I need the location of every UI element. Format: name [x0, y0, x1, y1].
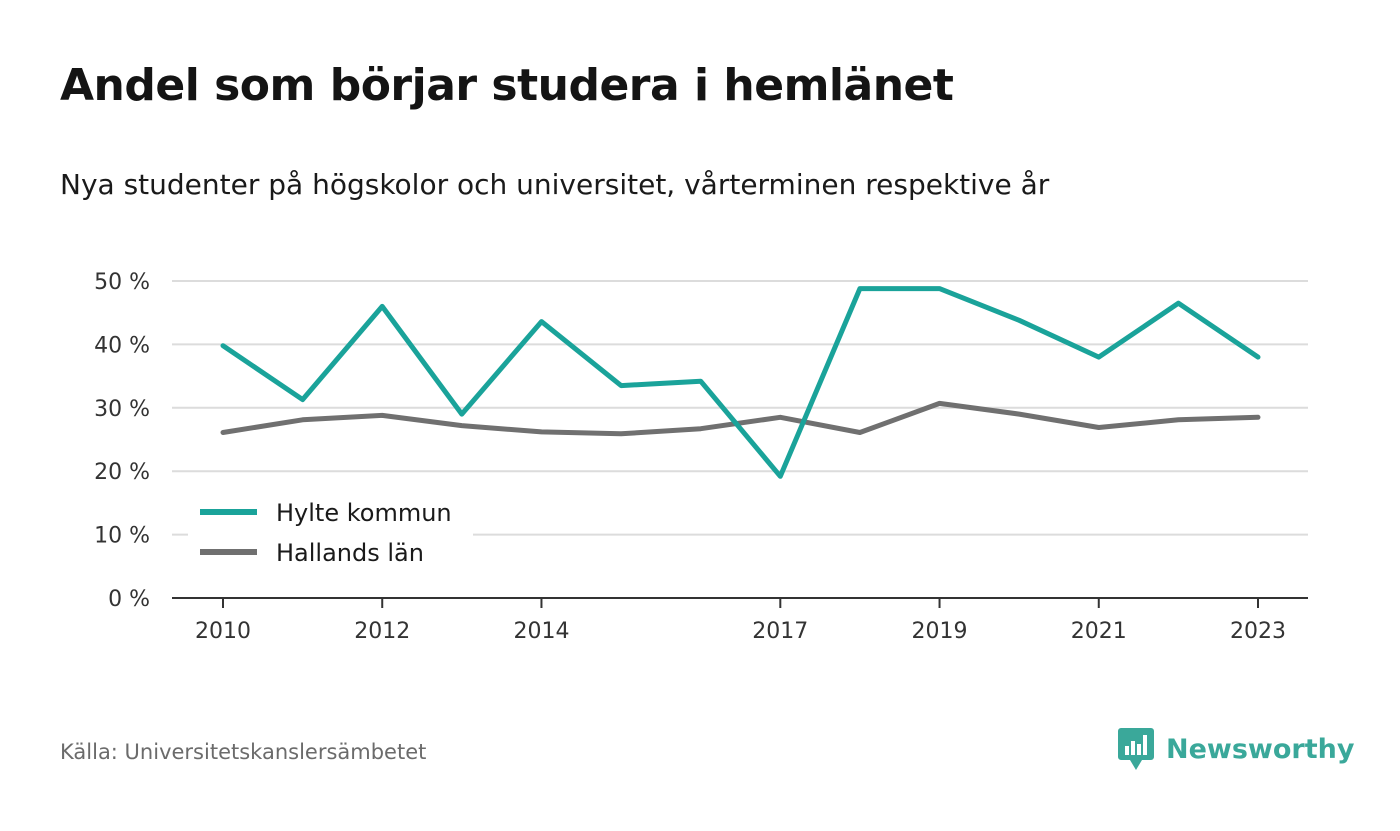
chart-title: Andel som börjar studera i hemlänet: [60, 60, 954, 111]
y-tick-label: 20 %: [94, 460, 150, 485]
brand-name: Newsworthy: [1166, 733, 1355, 765]
legend-label: Hylte kommun: [276, 499, 452, 527]
y-tick-label: 30 %: [94, 397, 150, 422]
x-tick-label: 2010: [195, 619, 251, 644]
y-tick-label: 40 %: [94, 333, 150, 358]
x-tick-label: 2017: [752, 619, 808, 644]
y-tick-label: 0 %: [108, 587, 150, 612]
x-tick-label: 2014: [513, 619, 569, 644]
chat-bar-chart-icon: [1118, 728, 1154, 770]
legend: Hylte kommun Hallands län: [188, 490, 473, 578]
x-tick-label: 2019: [912, 619, 968, 644]
series-lines: [220, 286, 1261, 479]
x-axis-tick-labels: 2010 2012 2014 2017 2019 2021 2023: [195, 619, 1286, 644]
source-note: Källa: Universitetskanslersämbetet: [60, 740, 427, 764]
y-tick-label: 50 %: [94, 270, 150, 295]
x-tick-label: 2021: [1071, 619, 1127, 644]
legend-background: [188, 490, 473, 578]
x-axis: [172, 597, 1308, 608]
y-axis-tick-labels: 0 % 10 % 20 % 30 % 40 % 50 %: [94, 270, 150, 612]
series-line-hylte-kommun: [220, 286, 1261, 479]
brand-logo: Newsworthy: [1118, 727, 1354, 771]
series-line-hallands-lan: [220, 400, 1261, 437]
x-tick-label: 2023: [1230, 619, 1286, 644]
legend-label: Hallands län: [276, 539, 424, 567]
chart-subtitle: Nya studenter på högskolor och universit…: [60, 168, 1050, 201]
line-chart: 0 % 10 % 20 % 30 % 40 % 50 % 2010 2012 2014 2017…: [94, 270, 1308, 644]
x-tick-label: 2012: [354, 619, 410, 644]
y-tick-label: 10 %: [94, 524, 150, 549]
